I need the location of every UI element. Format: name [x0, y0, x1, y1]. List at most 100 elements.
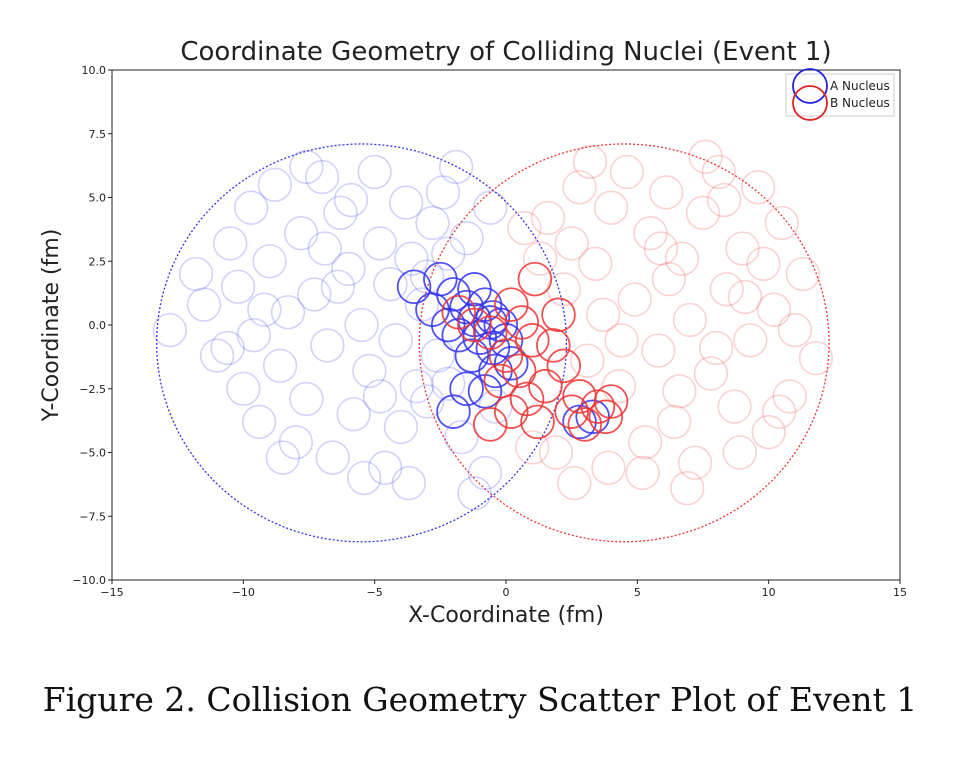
nuclei-layer — [152, 139, 834, 543]
nucleus-a-spectator-point — [357, 154, 392, 190]
nucleus-b-spectator-point — [641, 333, 676, 368]
nucleus-a-spectator-point — [323, 195, 358, 230]
nucleus-b-spectator-point — [664, 241, 700, 276]
nucleus-b-spectator-point — [746, 246, 781, 281]
nucleus-a-spectator-point — [467, 455, 503, 491]
y-axis-label: Y-Coordinate (fm) — [39, 229, 64, 423]
nucleus-b-spectator-point — [515, 430, 550, 465]
legend-box — [785, 73, 895, 117]
nucleus-a-spectator-point — [234, 190, 269, 225]
nucleus-b-spectator-point — [617, 282, 652, 317]
nucleus-a-spectator-point — [310, 328, 345, 363]
nucleus-a-spectator-point — [378, 323, 413, 358]
nucleus-a-participant-point — [423, 261, 458, 297]
nucleus-b-spectator-point — [625, 455, 660, 491]
nucleus-b-spectator-point — [633, 216, 668, 251]
nucleus-b-spectator-point — [538, 435, 574, 470]
legend-marker-b — [792, 85, 828, 121]
nucleus-b-spectator-point — [570, 343, 605, 378]
nucleus-a-spectator-point — [247, 292, 282, 327]
nucleus-b-spectator-point — [604, 323, 639, 358]
nucleus-b-participant-point — [493, 394, 529, 429]
nucleus-a-spectator-point — [220, 269, 256, 304]
nucleus-a-spectator-point — [257, 167, 293, 202]
nucleus-a-spectator-point — [399, 369, 434, 404]
nucleus-b-boundary — [418, 143, 830, 543]
y-tick-label: 10.0 — [82, 64, 107, 77]
y-tick-label: −10.0 — [72, 574, 106, 587]
nucleus-a-spectator-point — [283, 216, 319, 251]
nucleus-a-spectator-point — [473, 190, 508, 225]
nucleus-a-participant-point — [493, 345, 529, 381]
nucleus-b-spectator-point — [798, 340, 834, 376]
nucleus-b-spectator-point — [586, 297, 621, 332]
nucleus-b-spectator-point — [628, 425, 663, 460]
nucleus-b-participant-point — [567, 407, 603, 442]
nucleus-b-participant-point — [562, 379, 597, 414]
nucleus-b-spectator-point — [685, 195, 721, 230]
nucleus-a-participant-point — [436, 394, 471, 429]
nucleus-b-spectator-point — [727, 279, 763, 315]
nucleus-a-spectator-point — [186, 287, 222, 322]
nucleus-b-spectator-point — [698, 330, 734, 366]
nucleus-b-spectator-point — [593, 190, 629, 225]
nucleus-b-spectator-point — [772, 379, 807, 414]
nucleus-a-spectator-point — [420, 338, 455, 373]
nucleus-b-spectator-point — [572, 144, 608, 179]
nucleus-b-spectator-point — [722, 435, 757, 470]
nucleus-a-spectator-point — [373, 267, 408, 302]
nucleus-a-spectator-point — [336, 397, 371, 432]
nucleus-a-spectator-point — [410, 259, 445, 294]
nucleus-a-participant-point — [396, 269, 432, 305]
nucleus-a-spectator-point — [333, 182, 369, 218]
nucleus-b-spectator-point — [662, 374, 697, 409]
nucleus-a-spectator-point — [331, 251, 366, 287]
nucleus-a-spectator-point — [252, 244, 287, 279]
nucleus-a-spectator-point — [438, 149, 474, 185]
nucleus-b-spectator-point — [733, 323, 768, 358]
x-tick-label: −10 — [232, 586, 255, 599]
nucleus-b-spectator-point — [562, 170, 597, 205]
y-tick-label: 0.0 — [89, 319, 107, 332]
x-axis-label: X-Coordinate (fm) — [408, 603, 604, 628]
nucleus-a-spectator-point — [297, 277, 332, 312]
nucleus-b-participant-point — [588, 399, 624, 435]
nucleus-b-participant-point — [472, 407, 508, 442]
nucleus-b-spectator-point — [756, 292, 792, 327]
nucleus-b-participant-point — [554, 394, 589, 429]
x-tick-label: 0 — [503, 586, 510, 599]
nucleus-a-spectator-point — [307, 231, 342, 266]
nucleus-a-participant-point — [562, 404, 597, 440]
nucleus-b-spectator-point — [706, 182, 742, 218]
nucleus-b-spectator-point — [701, 154, 736, 190]
y-tick-label: 7.5 — [89, 128, 107, 141]
nucleus-a-spectator-point — [415, 205, 450, 241]
x-tick-label: 10 — [762, 586, 776, 599]
nucleus-a-participant-point — [475, 300, 511, 335]
nucleus-b-participant-point — [504, 305, 540, 340]
nucleus-b-participant-point — [517, 261, 553, 297]
nucleus-b-spectator-point — [725, 231, 760, 266]
nucleus-a-spectator-point — [270, 295, 306, 330]
nucleus-a-spectator-point — [210, 330, 245, 366]
figure-caption: Figure 2. Collision Geometry Scatter Plo… — [42, 680, 918, 719]
nucleus-a-spectator-point — [346, 460, 382, 496]
y-tick-label: −5.0 — [79, 447, 106, 460]
legend-marker-a — [792, 68, 828, 104]
nucleus-b-spectator-point — [609, 154, 644, 190]
nucleus-a-spectator-point — [152, 312, 187, 348]
nucleus-a-spectator-point — [352, 353, 387, 389]
collision-geometry-chart: Coordinate Geometry of Colliding Nuclei … — [39, 37, 907, 628]
nucleus-a-spectator-point — [289, 381, 324, 417]
legend-label-b: B Nucleus — [830, 96, 890, 110]
nucleus-a-spectator-point — [362, 226, 398, 261]
chart-title: Coordinate Geometry of Colliding Nuclei … — [180, 37, 831, 67]
nucleus-a-spectator-point — [425, 175, 461, 210]
nucleus-b-spectator-point — [670, 471, 705, 506]
nucleus-b-participant-point — [528, 368, 563, 404]
legend-label-a: A Nucleus — [830, 79, 890, 93]
x-tick-label: 15 — [893, 586, 907, 599]
nucleus-b-participant-point — [520, 404, 555, 440]
y-tick-label: 2.5 — [89, 255, 107, 268]
nucleus-a-spectator-point — [265, 440, 300, 475]
